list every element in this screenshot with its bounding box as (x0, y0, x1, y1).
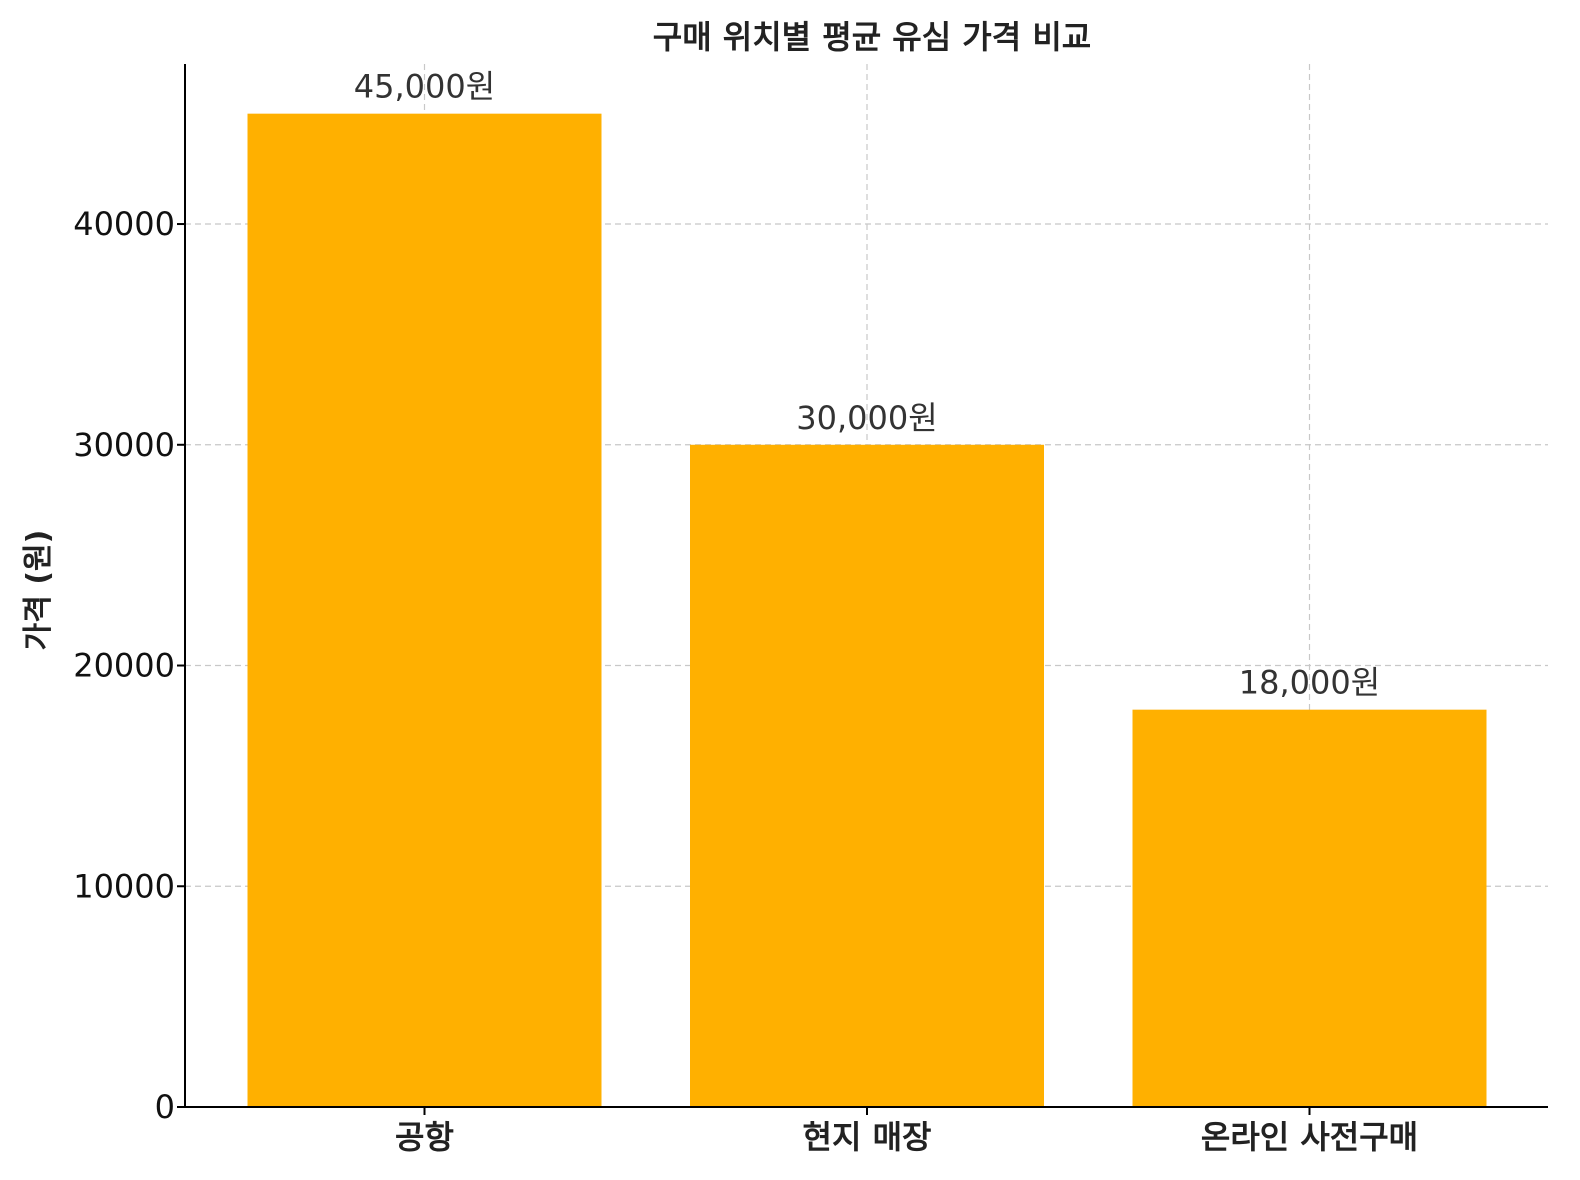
bar (247, 113, 602, 1107)
bar-value-label: 30,000원 (796, 399, 937, 437)
y-tick-label: 0 (155, 1088, 175, 1126)
chart-title: 구매 위치별 평균 유심 가격 비교 (653, 18, 1091, 56)
bar-value-label: 18,000원 (1239, 664, 1380, 702)
x-tick-label: 온라인 사전구매 (1201, 1118, 1418, 1156)
labels-layer: 0 10000 20000 30000 40000 공항 현지 매장 온라인 사전구매 45,0… (73, 68, 1418, 1156)
y-tick-label: 20000 (73, 647, 175, 685)
y-tick-label: 10000 (73, 867, 175, 905)
y-tick-label: 30000 (73, 426, 175, 464)
bar (1132, 709, 1487, 1107)
x-tick-label: 공항 (395, 1118, 454, 1156)
x-tick-label: 현지 매장 (803, 1118, 932, 1156)
y-axis-label: 가격 (원) (21, 530, 56, 651)
y-tick-label: 40000 (73, 205, 175, 243)
bars-layer (247, 113, 1487, 1107)
bar-value-label: 45,000원 (354, 68, 495, 106)
bar (690, 444, 1044, 1107)
axes-layer (177, 64, 1548, 1115)
